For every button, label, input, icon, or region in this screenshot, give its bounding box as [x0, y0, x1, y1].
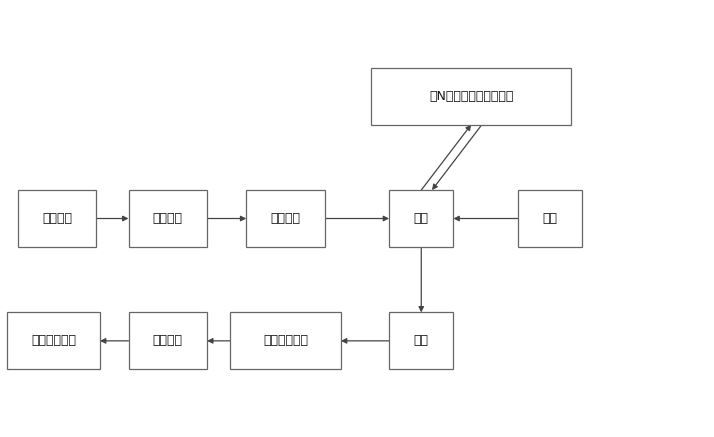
Bar: [389, 190, 453, 247]
Bar: [7, 312, 100, 369]
Bar: [371, 68, 571, 125]
Text: 送桩: 送桩: [413, 334, 429, 347]
Text: 移至下一桩位: 移至下一桩位: [31, 334, 76, 347]
Text: 中间验收: 中间验收: [153, 334, 183, 347]
Text: 对中调直: 对中调直: [271, 212, 301, 225]
Text: 桩机就位: 桩机就位: [153, 212, 183, 225]
Text: 沉桩: 沉桩: [413, 212, 429, 225]
Bar: [389, 312, 453, 369]
Bar: [230, 312, 341, 369]
Text: 沉至设计深度: 沉至设计深度: [263, 334, 308, 347]
Bar: [129, 312, 207, 369]
Text: 接桩: 接桩: [542, 212, 558, 225]
Text: 第N节桩起吊，对桩调直: 第N节桩起吊，对桩调直: [429, 90, 513, 103]
Bar: [246, 190, 325, 247]
Text: 定位放样: 定位放样: [42, 212, 72, 225]
Bar: [18, 190, 96, 247]
Bar: [129, 190, 207, 247]
Bar: [518, 190, 582, 247]
